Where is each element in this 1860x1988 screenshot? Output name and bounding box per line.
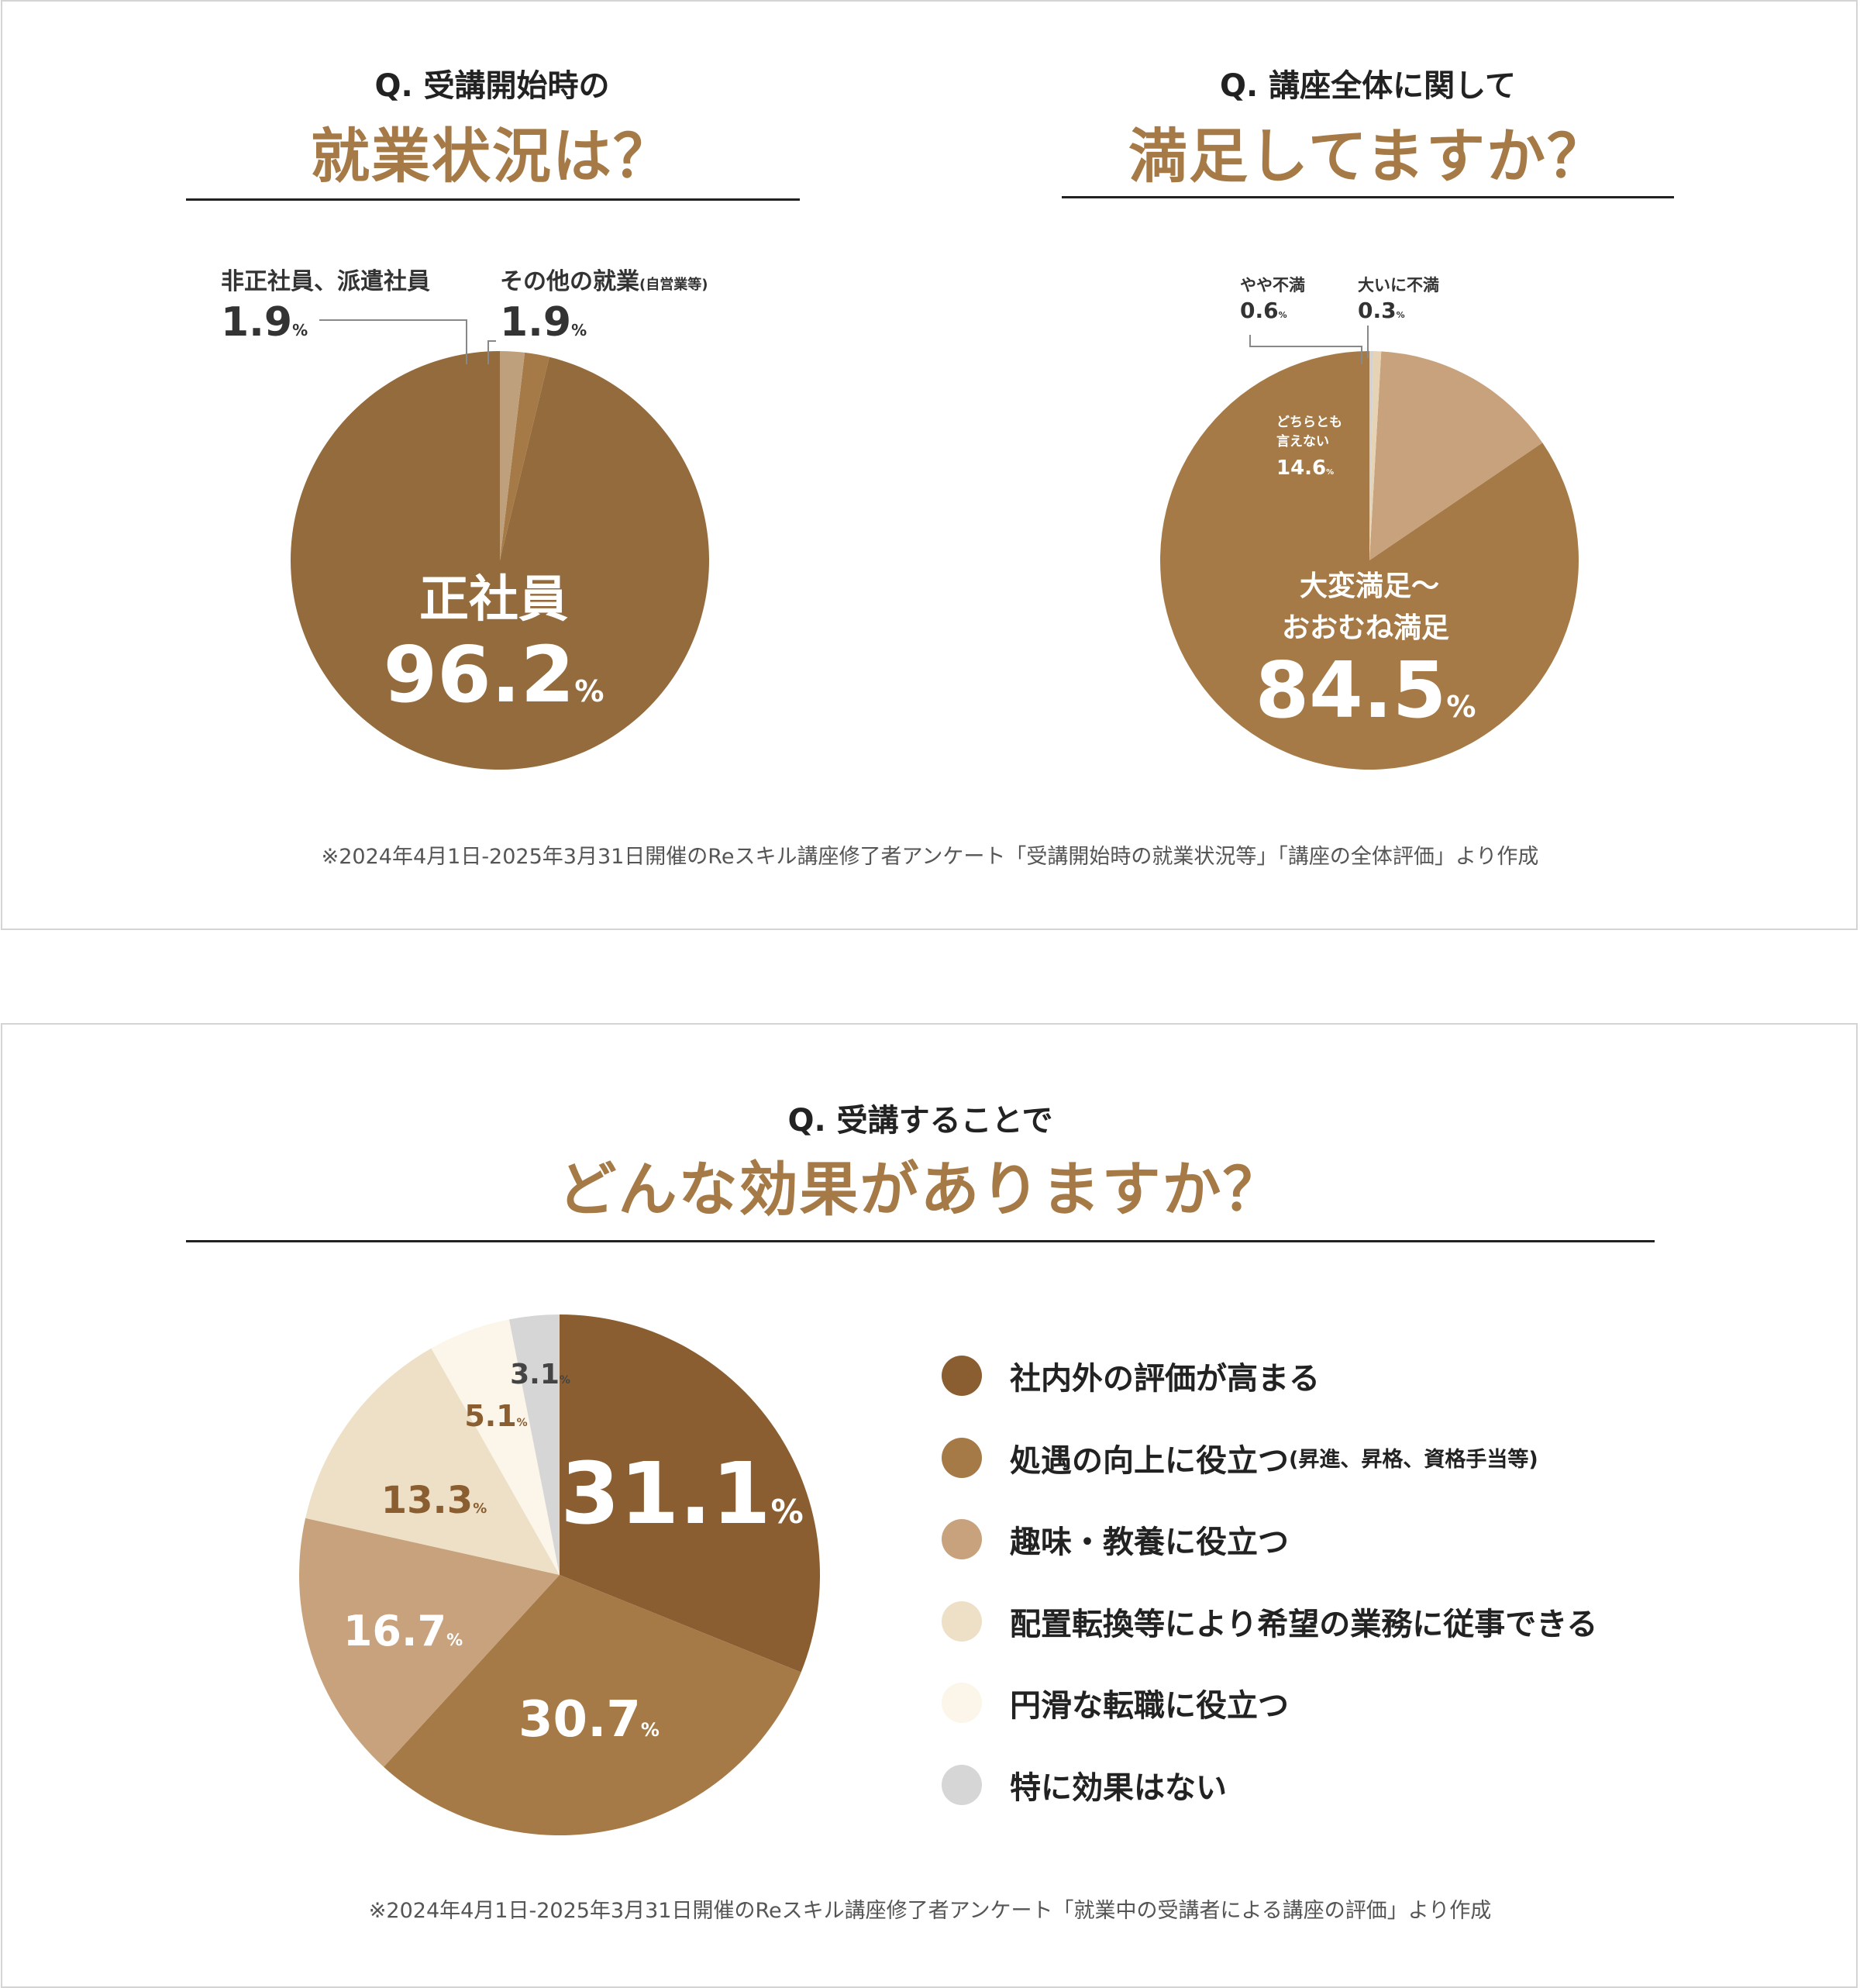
employment-part-time-label: 非正社員、派遣社員 (221, 268, 430, 295)
legend-label: 特に効果はない (1010, 1769, 1227, 1806)
legend-swatch (942, 1600, 982, 1642)
satisfaction-pie-slice-3 (1369, 351, 1374, 560)
effects-pie-slice-3 (305, 1348, 560, 1575)
effects-pie-slice-0 (560, 1314, 820, 1673)
legend-label: 円滑な転職に役立つ (1010, 1688, 1289, 1724)
satisfaction-main-value-number: 84.5 (1256, 645, 1447, 736)
satisfaction-pie-slice-1 (1369, 351, 1543, 560)
employment-pie-slice-1 (500, 352, 549, 560)
satisfaction-main-value: 84.5% (1256, 645, 1476, 736)
employment-other-label-main: その他の就業 (500, 268, 639, 295)
satisfaction-neutral-label-2: 言えない (1276, 433, 1329, 450)
satisfaction-main-label-1: 大変満足～ (1300, 570, 1439, 602)
satisfaction-neutral-value-percent-sign: % (1326, 468, 1334, 477)
employment-other-value: 1.9% (500, 299, 587, 346)
legend-swatch (942, 1437, 982, 1478)
satisfaction-slightly-value-percent-sign: % (1279, 310, 1287, 320)
satisfaction-main-label-2: おおむね満足 (1282, 612, 1449, 644)
employment-other-value-percent-sign: % (571, 321, 587, 339)
effects-value-label-1-number: 30.7 (518, 1691, 641, 1749)
satisfaction-very-label: 大いに不満 (1358, 276, 1439, 295)
satisfaction-neutral-value: 14.6% (1276, 457, 1334, 480)
effects-value-label-4-percent-sign: % (517, 1417, 528, 1429)
satisfaction-question: Q. 講座全体に関して (1220, 68, 1516, 104)
employment-headline: 就業状況は？ (311, 122, 673, 191)
employment-other-leader (487, 340, 496, 364)
effects-value-label-0-percent-sign: % (771, 1493, 804, 1531)
satisfaction-main-value-percent-sign: % (1446, 690, 1476, 724)
effects-value-label-5: 3.1% (510, 1359, 570, 1390)
legend-label: 社内外の評価が高まる (1010, 1361, 1320, 1397)
satisfaction-very-value: 0.3% (1358, 298, 1405, 323)
employment-main-value-percent-sign: % (574, 674, 604, 708)
satisfaction-headline: 満足してますか？ (1128, 122, 1607, 191)
legend-label: 配置転換等により希望の業務に従事できる (1010, 1606, 1598, 1642)
legend-label: 趣味・教養に役立つ (1010, 1525, 1289, 1560)
legend-swatch (942, 1683, 982, 1723)
employment-part-time-value: 1.9% (221, 299, 308, 346)
legend-swatch (942, 1356, 982, 1396)
legend-item: 趣味・教養に役立つ (942, 1516, 1289, 1562)
effects-value-label-3: 13.3% (381, 1479, 487, 1522)
satisfaction-neutral-value-number: 14.6 (1276, 457, 1326, 480)
satisfaction-slightly-value-number: 0.6 (1240, 298, 1279, 323)
satisfaction-neutral-label-1: どちらとも (1276, 415, 1342, 430)
employment-part-time-leader (319, 319, 467, 364)
effects-pie-slice-5 (508, 1314, 560, 1575)
satisfaction-very-value-number: 0.3 (1358, 298, 1397, 323)
satisfaction-slightly-leader (1249, 335, 1362, 364)
employment-part-time-value-number: 1.9 (221, 299, 292, 346)
top-source-note: ※2024年4月1日-2025年3月31日開催のReスキル講座修了者アンケート「… (321, 845, 1539, 869)
employment-main-label: 正社員 (419, 571, 568, 629)
employment-question: Q. 受講開始時の (374, 68, 610, 104)
effects-value-label-1: 30.7% (518, 1691, 660, 1749)
effects-value-label-1-percent-sign: % (641, 1719, 660, 1741)
effects-value-label-5-number: 3.1 (510, 1359, 560, 1390)
effects-value-label-3-percent-sign: % (473, 1500, 487, 1517)
legend-label-note: (昇進、昇格、資格手当等) (1289, 1448, 1538, 1472)
legend-swatch (942, 1764, 982, 1805)
satisfaction-very-value-percent-sign: % (1397, 310, 1405, 320)
legend-item: 配置転換等により希望の業務に従事できる (942, 1598, 1597, 1645)
effects-value-label-4-number: 5.1 (464, 1399, 516, 1433)
effects-question: Q. 受講することで (787, 1103, 1053, 1139)
satisfaction-slightly-label: やや不満 (1240, 276, 1305, 295)
legend-item: 特に効果はない (942, 1762, 1227, 1808)
employment-other-value-number: 1.9 (500, 299, 571, 346)
employment-heading-rule (186, 198, 800, 201)
legend-label: 処遇の向上に役立つ (1010, 1442, 1289, 1479)
effects-pie-slice-4 (431, 1319, 560, 1575)
effects-heading-rule (186, 1240, 1655, 1242)
legend-item: 社内外の評価が高まる (942, 1352, 1320, 1399)
effects-value-label-4: 5.1% (464, 1399, 527, 1433)
effects-pie-slice-1 (384, 1575, 801, 1836)
employment-part-time-value-percent-sign: % (292, 321, 308, 339)
employment-other-label: その他の就業(自営業等) (500, 268, 708, 295)
effects-headline: どんな効果がありますか？ (557, 1155, 1283, 1224)
satisfaction-pie-slice-2 (1369, 351, 1382, 560)
effects-pie-slice-2 (299, 1518, 560, 1767)
effects-value-label-0-number: 31.1 (560, 1444, 770, 1543)
effects-value-label-2-number: 16.7 (343, 1607, 446, 1656)
effects-value-label-2: 16.7% (343, 1607, 463, 1656)
effects-value-label-5-percent-sign: % (560, 1374, 570, 1387)
effects-value-label-2-percent-sign: % (446, 1631, 463, 1649)
employment-main-value: 96.2% (384, 629, 604, 720)
employment-other-label-note: (自営業等) (639, 276, 708, 293)
effects-value-label-0: 31.1% (560, 1444, 804, 1543)
effects-value-label-3-number: 13.3 (381, 1479, 473, 1522)
satisfaction-heading-rule (1062, 196, 1674, 198)
legend-item: 処遇の向上に役立つ (昇進、昇格、資格手当等) (942, 1435, 1538, 1481)
employment-pie-slice-2 (500, 351, 525, 560)
legend-item: 円滑な転職に役立つ (942, 1680, 1289, 1726)
employment-main-value-number: 96.2 (384, 629, 575, 720)
satisfaction-slightly-value: 0.6% (1240, 298, 1287, 323)
bottom-source-note: ※2024年4月1日-2025年3月31日開催のReスキル講座修了者アンケート「… (368, 1899, 1492, 1923)
legend-swatch (942, 1519, 982, 1559)
